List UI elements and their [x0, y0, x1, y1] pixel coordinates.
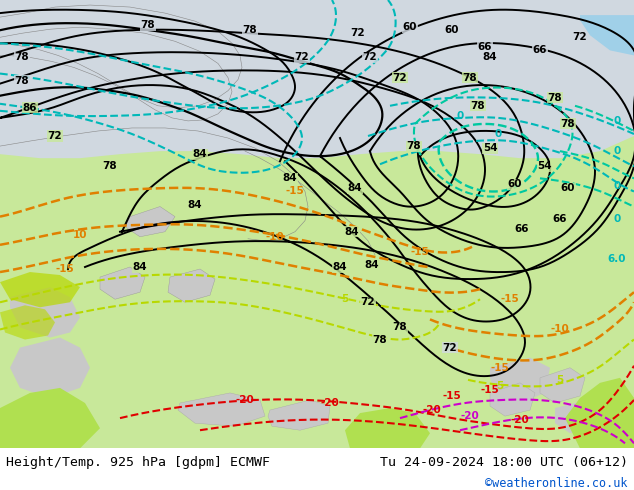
Polygon shape [10, 287, 80, 338]
Text: 54: 54 [538, 161, 552, 171]
Text: 66: 66 [533, 46, 547, 55]
Polygon shape [268, 400, 330, 430]
Polygon shape [0, 305, 55, 340]
Text: 5: 5 [557, 375, 564, 385]
Text: 78: 78 [548, 93, 562, 103]
Text: 84: 84 [193, 149, 207, 159]
Text: -20: -20 [423, 405, 441, 415]
Polygon shape [178, 393, 265, 426]
Text: ©weatheronline.co.uk: ©weatheronline.co.uk [485, 477, 628, 490]
Text: 78: 78 [406, 141, 422, 151]
Text: 54: 54 [482, 143, 497, 153]
Text: 84: 84 [345, 227, 359, 237]
Text: -15: -15 [56, 264, 74, 274]
Text: 84: 84 [333, 262, 347, 272]
Text: -15: -15 [481, 385, 500, 395]
Text: 72: 72 [48, 131, 62, 141]
Text: -20: -20 [510, 415, 529, 425]
Text: 72: 72 [573, 32, 587, 42]
Polygon shape [555, 398, 610, 433]
Text: 60: 60 [560, 183, 575, 194]
Polygon shape [345, 408, 430, 448]
Text: 78: 78 [392, 322, 407, 332]
Text: -15: -15 [491, 363, 509, 373]
Text: 66: 66 [515, 224, 529, 234]
Text: 0: 0 [495, 129, 501, 139]
Text: 84: 84 [133, 262, 147, 272]
Text: Height/Temp. 925 hPa [gdpm] ECMWF: Height/Temp. 925 hPa [gdpm] ECMWF [6, 456, 270, 469]
Text: -15: -15 [411, 247, 429, 257]
Text: 66: 66 [553, 214, 567, 223]
Text: 78: 78 [15, 52, 29, 62]
Text: 10: 10 [73, 230, 87, 240]
Text: 0: 0 [613, 214, 621, 223]
Polygon shape [0, 272, 80, 307]
Polygon shape [125, 207, 175, 237]
Text: 86: 86 [23, 103, 37, 113]
Text: 72: 72 [295, 52, 309, 62]
Text: 72: 72 [363, 52, 377, 62]
Text: 78: 78 [141, 20, 155, 30]
Text: 72: 72 [351, 28, 365, 38]
Polygon shape [490, 383, 535, 416]
Text: -10: -10 [550, 324, 569, 335]
Polygon shape [0, 176, 634, 448]
Text: 6.0: 6.0 [608, 254, 626, 264]
Text: -20: -20 [236, 395, 254, 405]
Polygon shape [580, 15, 634, 55]
Text: 84: 84 [365, 260, 379, 270]
Text: -10: -10 [266, 232, 285, 242]
Text: -15: -15 [286, 186, 304, 196]
Text: 60: 60 [403, 22, 417, 32]
Text: 84: 84 [482, 52, 497, 62]
Polygon shape [540, 368, 585, 403]
Text: Tu 24-09-2024 18:00 UTC (06+12): Tu 24-09-2024 18:00 UTC (06+12) [380, 456, 628, 469]
Text: 60: 60 [508, 179, 522, 189]
Text: -20: -20 [321, 398, 339, 408]
Text: 5: 5 [341, 294, 349, 304]
Text: -15: -15 [443, 391, 462, 401]
Polygon shape [100, 267, 145, 299]
Text: -20: -20 [461, 411, 479, 421]
Text: 5: 5 [496, 381, 503, 391]
Text: 84: 84 [347, 183, 362, 194]
Text: 0: 0 [613, 146, 621, 156]
Text: 66: 66 [478, 42, 492, 52]
Text: 72: 72 [443, 343, 457, 353]
Text: 0: 0 [456, 111, 463, 121]
Text: 78: 78 [373, 335, 387, 344]
Text: 0: 0 [613, 181, 621, 192]
Text: 72: 72 [392, 73, 407, 83]
Text: 84: 84 [283, 173, 297, 183]
Polygon shape [0, 0, 634, 77]
Text: 78: 78 [103, 161, 117, 171]
Polygon shape [490, 358, 550, 403]
Text: 78: 78 [463, 73, 477, 83]
Polygon shape [10, 338, 90, 398]
Text: 0: 0 [613, 116, 621, 126]
Polygon shape [168, 269, 215, 302]
Text: 78: 78 [15, 75, 29, 86]
Text: -15: -15 [501, 294, 519, 304]
Text: 60: 60 [444, 25, 459, 35]
Text: 84: 84 [188, 199, 202, 210]
Text: 78: 78 [470, 101, 485, 111]
Polygon shape [0, 136, 634, 448]
Polygon shape [0, 388, 100, 448]
Text: 72: 72 [361, 297, 375, 307]
Polygon shape [565, 378, 634, 448]
Text: 78: 78 [560, 119, 575, 129]
Text: 78: 78 [243, 25, 257, 35]
